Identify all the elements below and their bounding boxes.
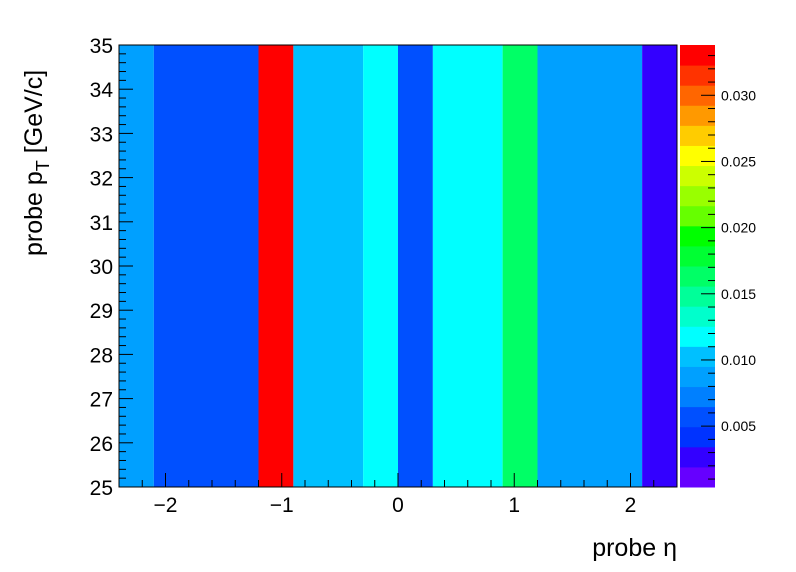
x-tick-label: −1 [270,494,294,517]
color-palette [680,45,715,488]
palette-tick-label: 0.020 [721,220,756,236]
palette-tick-label: 0.015 [721,286,756,302]
palette-band [680,165,715,187]
y-tick-label: 28 [90,344,113,367]
palette-tick-label: 0.025 [721,153,756,169]
y-tick-label: 29 [90,300,113,323]
palette-band [680,426,715,448]
palette-band [680,286,715,307]
heatmap-cells [119,45,677,487]
x-tick-label: −2 [154,494,178,517]
heatmap-cell [537,45,643,487]
palette-band [680,145,715,167]
y-axis-ticks: 25 26 27 28 29 30 31 32 33 34 35 [90,35,133,500]
palette-band [680,85,715,106]
x-axis-ticks: −2 −1 0 1 2 [118,473,678,517]
palette-band [680,306,715,327]
x-tick-label: 1 [508,494,520,517]
heatmap-cell [398,45,433,487]
heatmap-cell [432,45,503,487]
y-tick-label: 25 [90,477,113,500]
palette-tick-label: 0.030 [721,87,756,103]
palette-band [680,366,715,388]
palette-tick-label: 0.005 [721,418,756,434]
x-tick-label: 0 [392,494,404,517]
palette-band [680,446,715,468]
y-tick-label: 27 [90,389,113,412]
palette-band [680,245,715,267]
y-axis-title: probe pT [GeV/c] [20,70,53,256]
heatmap-cell [642,45,677,487]
y-tick-label: 34 [90,79,114,102]
y-tick-label: 33 [90,123,113,146]
palette-band [680,266,715,287]
y-axis-title-unit: [GeV/c] [20,70,48,153]
y-axis-title-main: probe p [20,171,48,256]
x-axis-title: probe η [592,534,677,562]
y-axis-title-subscript: T [33,160,53,171]
palette-band [680,205,715,227]
y-tick-label: 26 [90,433,113,456]
y-tick-label: 35 [90,35,113,58]
heatmap-cell [502,45,538,487]
y-tick-label: 31 [90,212,113,235]
palette-band [680,386,715,408]
palette-band [680,326,715,347]
palette-band [680,346,715,367]
palette-band [680,225,715,247]
palette-band [680,105,715,126]
heatmap-cell [258,45,294,487]
heatmap-cell [153,45,259,487]
palette-axis: 0.005 0.010 0.015 0.020 0.025 0.030 [701,55,756,480]
palette-band [680,125,715,146]
x-tick-label: 2 [625,494,637,517]
y-tick-label: 30 [90,256,113,279]
palette-band [680,406,715,428]
y-tick-label: 32 [90,168,113,191]
palette-band [680,45,715,66]
palette-band [680,466,715,488]
palette-band [680,185,715,207]
palette-tick-label: 0.010 [721,352,756,368]
palette-band [680,65,715,86]
heatmap-cell [293,45,364,487]
heatmap-cell [363,45,398,487]
